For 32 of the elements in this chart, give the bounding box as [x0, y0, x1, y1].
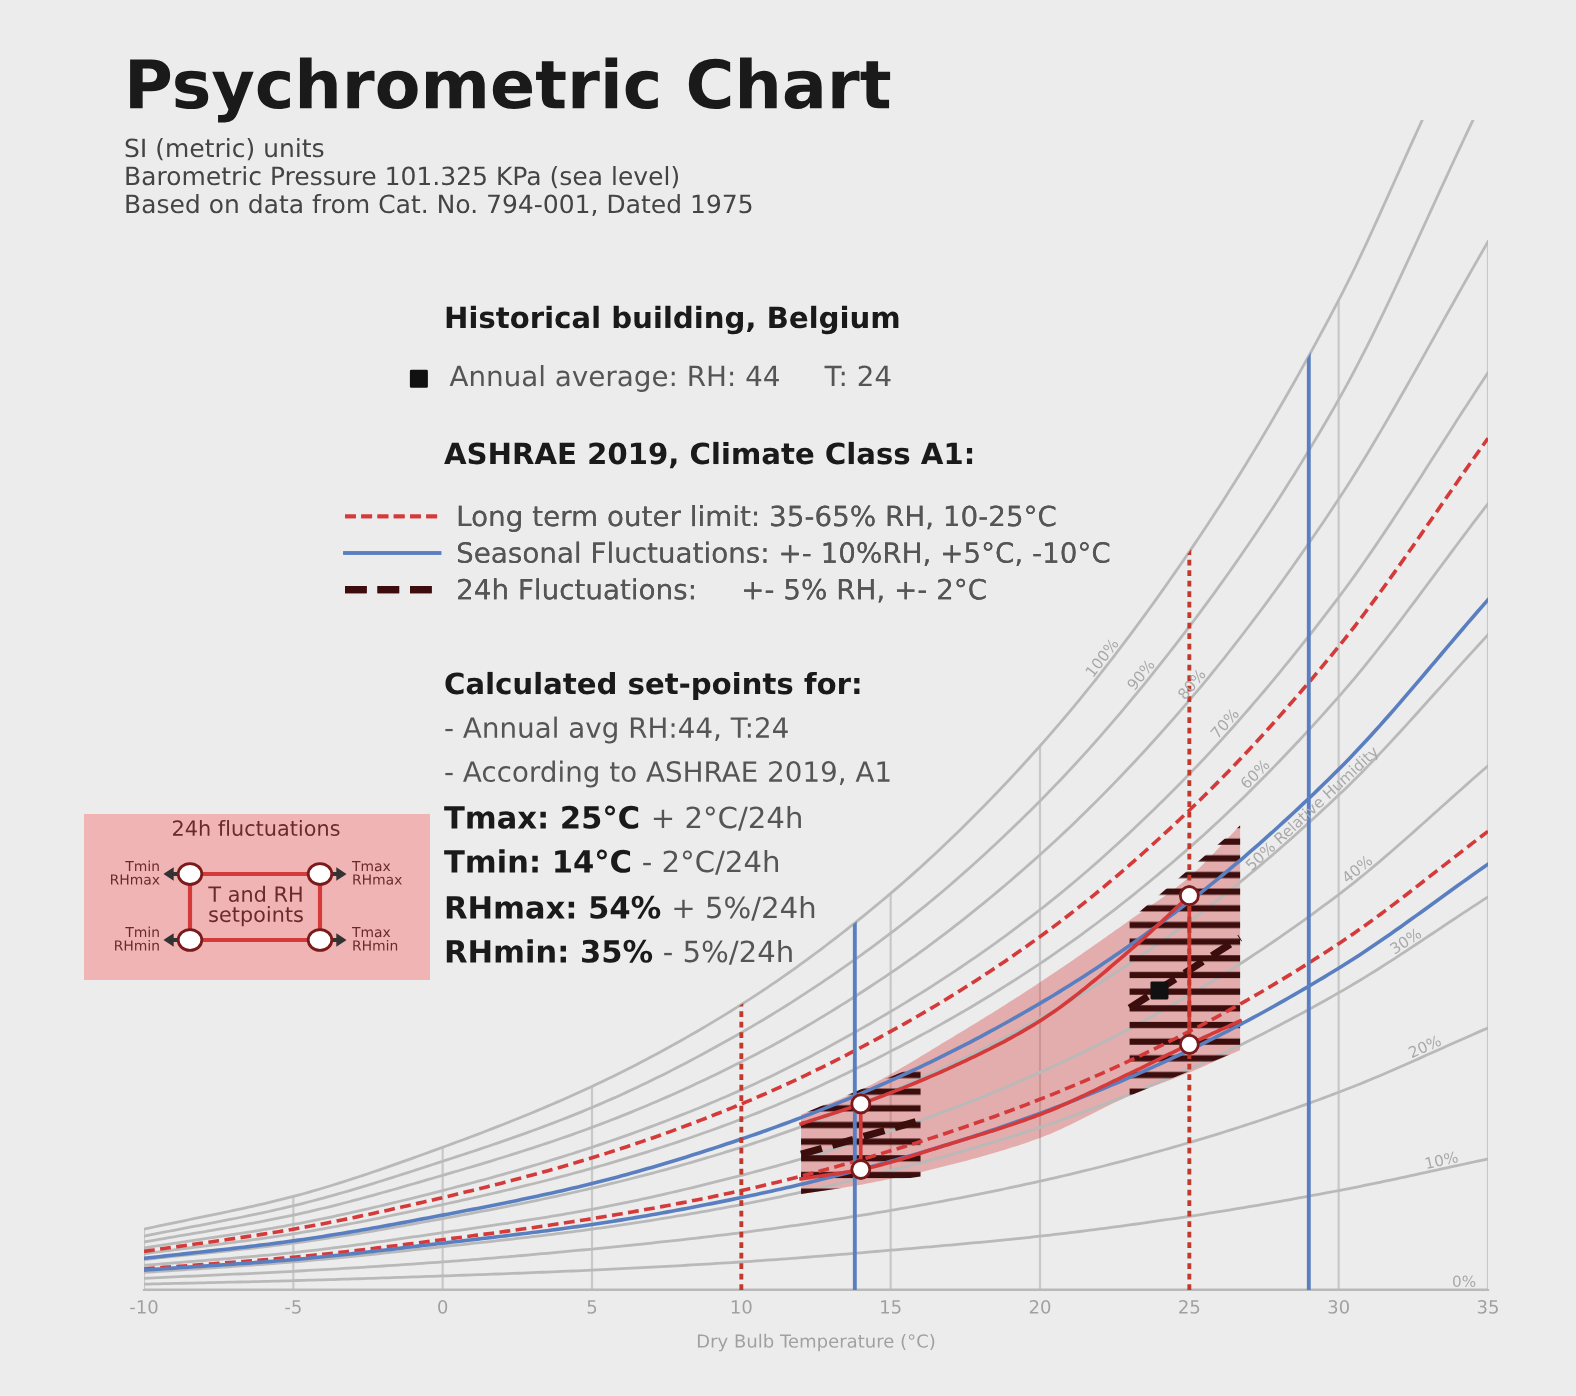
- annotation: - According to ASHRAE 2019, A1: [445, 760, 890, 788]
- x-tick-label: -5: [285, 1300, 301, 1314]
- annotation: 24h fluctuations: [173, 819, 340, 837]
- annotation: ASHRAE 2019, Climate Class A1:: [444, 441, 973, 469]
- annotation: + 5%/24h: [674, 895, 815, 921]
- x-tick-label: 35: [1477, 1300, 1498, 1314]
- legend-label: Annual average: RH: 44 T: 24: [449, 365, 891, 392]
- x-tick-label: 5: [587, 1300, 597, 1314]
- legend-label: 24h Fluctuations: +- 5% RH, +- 2°C: [458, 578, 986, 603]
- x-tick-label: -10: [130, 1300, 158, 1314]
- x-tick-label: 30: [1328, 1300, 1349, 1314]
- legend-label: Seasonal Fluctuations: +- 10%RH, +5°C, -10°C: [457, 541, 1110, 566]
- x-tick-label: 15: [881, 1300, 901, 1314]
- annotation: T and RH setpoints: [208, 885, 303, 927]
- annotation: Calculated set-points for:: [445, 671, 860, 701]
- annotation: - Annual avg RH:44, T:24: [445, 716, 788, 744]
- annotation: Tmax: 25°C: [444, 805, 639, 829]
- x-tick-label: 0: [438, 1300, 448, 1314]
- x-axis-title: Dry Bulb Temperature (°C): [697, 1333, 935, 1352]
- chart-title: Psychrometric Chart: [130, 57, 891, 123]
- legend-label: Long term outer limit: 35-65% RH, 10-25°C: [458, 505, 1056, 532]
- annotation: RHmin: 35%: [446, 939, 653, 963]
- x-tick-label: 25: [1179, 1300, 1200, 1314]
- x-tick-label: 10: [731, 1300, 752, 1314]
- annotation: - 2°C/24h: [643, 849, 778, 875]
- annotation: Historical building, Belgium: [446, 305, 899, 335]
- annotation: Tmin: 14°C: [444, 849, 631, 873]
- annotation: - 5%/24h: [664, 939, 792, 965]
- text: SI (metric) units Barometric Pressure 101.325 KPa (sea level) Based on data from Cat. No. 794-001, Dated 1975: [125, 138, 752, 216]
- annotation: RHmax: 54%: [446, 895, 661, 919]
- x-tick-label: 20: [1029, 1300, 1051, 1314]
- annotation: + 2°C/24h: [653, 805, 801, 831]
